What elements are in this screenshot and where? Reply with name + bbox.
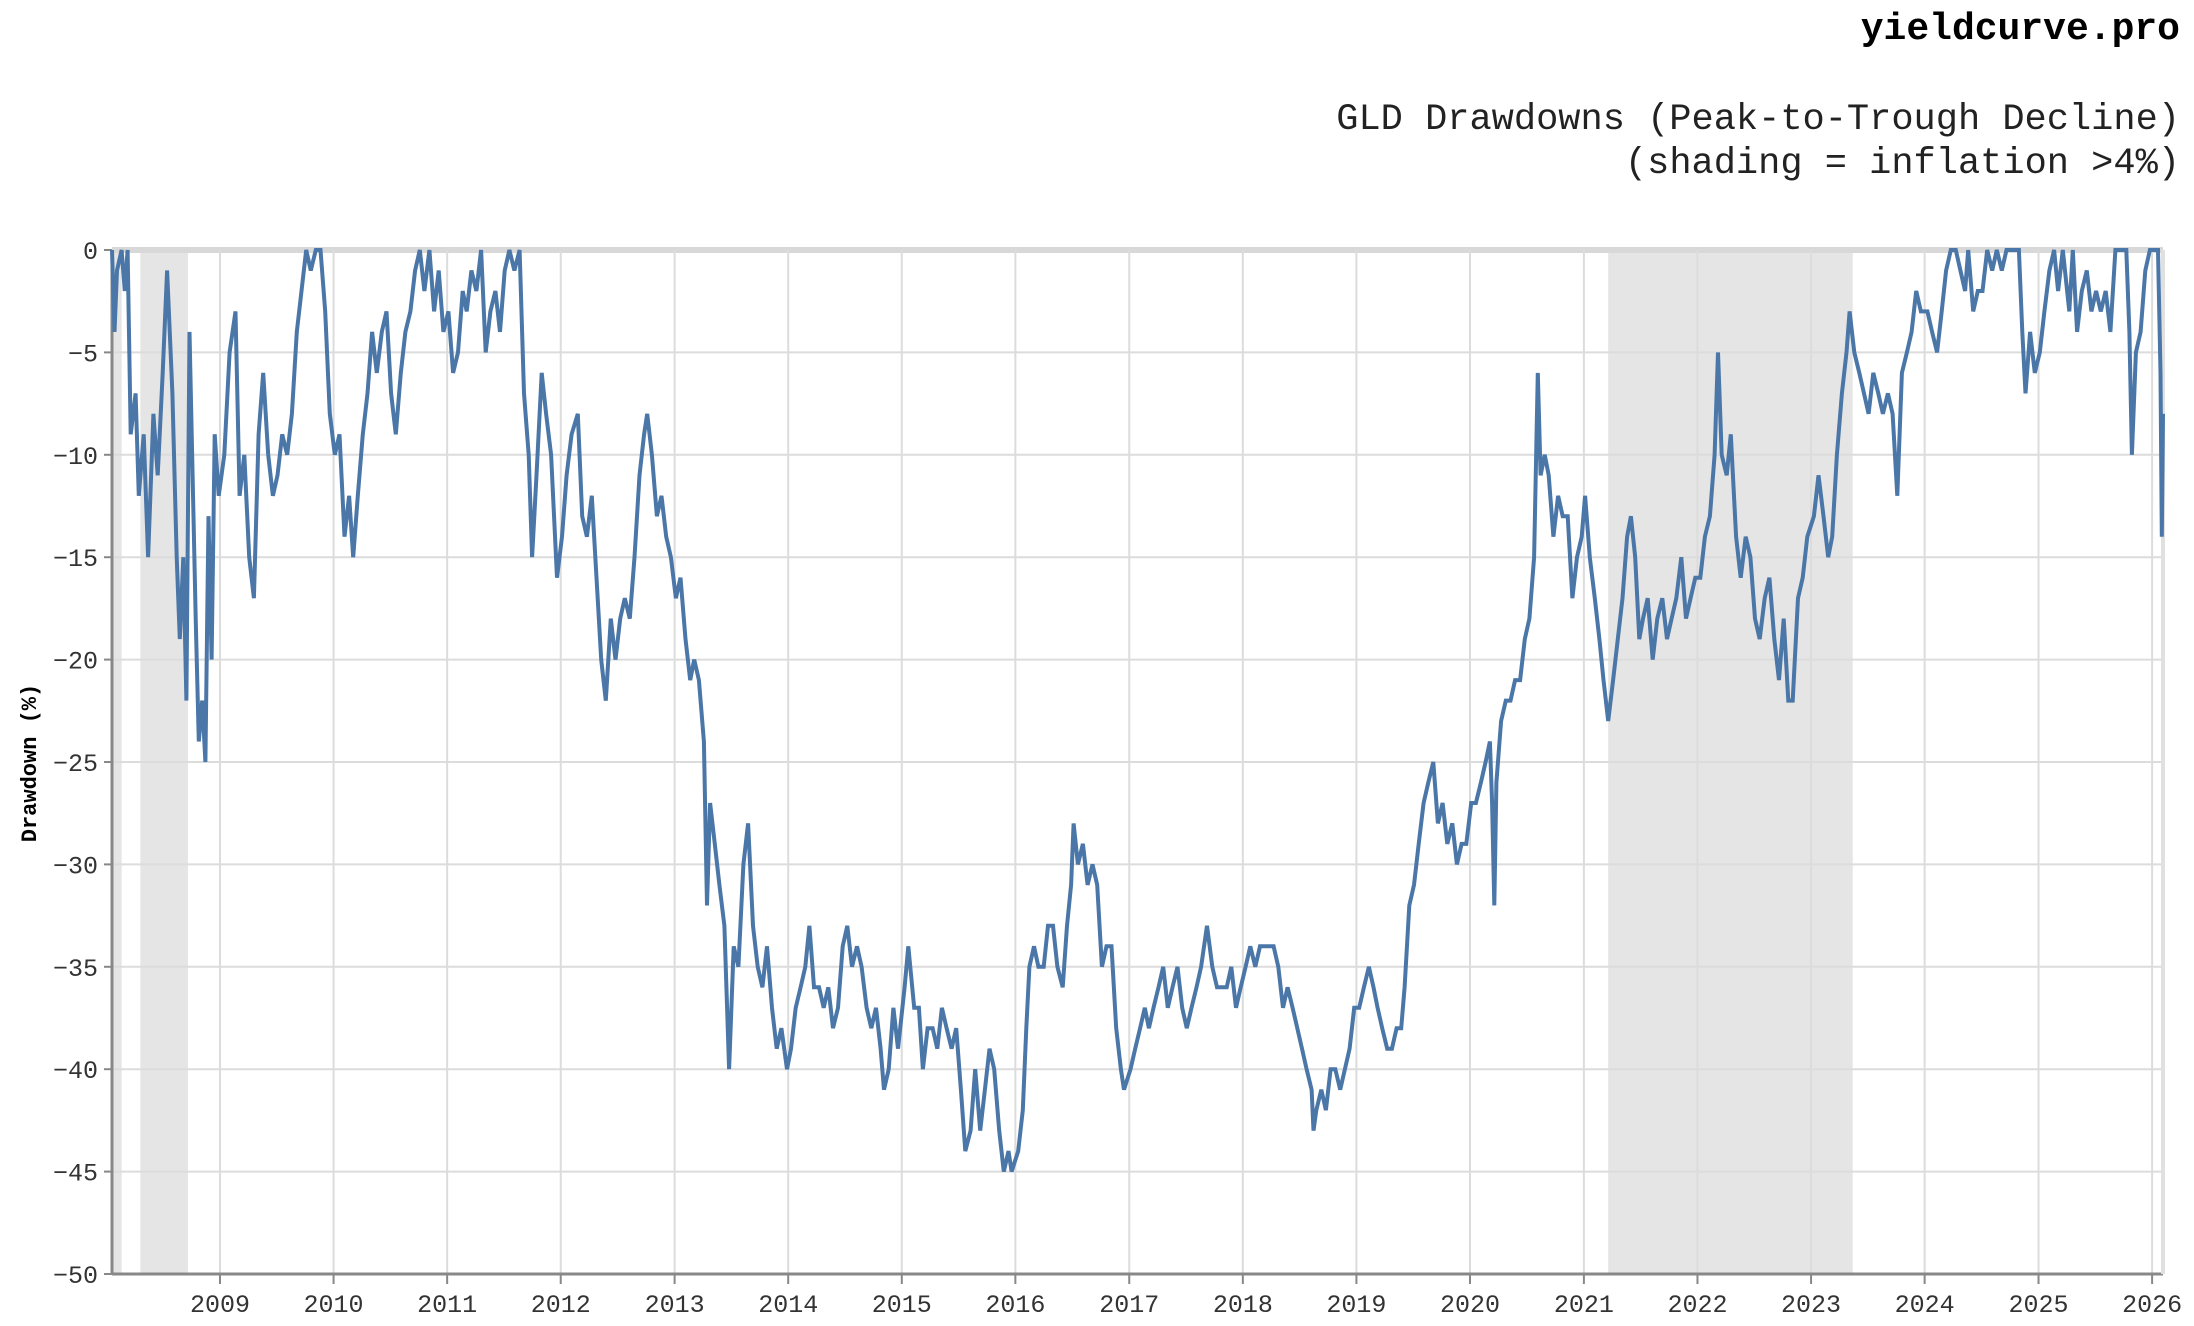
x-tick-label: 2021 (1554, 1291, 1614, 1320)
y-tick-label: −50 (53, 1262, 98, 1291)
x-tick-label: 2011 (417, 1291, 477, 1320)
x-tick-label: 2019 (1326, 1291, 1386, 1320)
chart-title-block: GLD Drawdowns (Peak-to-Trough Decline) (… (1336, 98, 2180, 186)
x-tick-label: 2009 (190, 1291, 250, 1320)
chart-title: GLD Drawdowns (Peak-to-Trough Decline) (1336, 99, 2180, 141)
x-tick-label: 2015 (872, 1291, 932, 1320)
drawdown-series-line (110, 248, 2165, 1173)
x-tick-label: 2026 (2122, 1291, 2182, 1320)
y-tick-label: −35 (53, 955, 98, 984)
chart-subtitle: (shading = inflation >4%) (1624, 143, 2180, 185)
y-tick-label: −5 (68, 340, 98, 369)
x-tick-label: 2013 (645, 1291, 705, 1320)
x-tick-label: 2010 (304, 1291, 364, 1320)
y-tick-label: −40 (53, 1057, 98, 1086)
y-tick-label: −20 (53, 648, 98, 677)
y-tick-label: −15 (53, 545, 98, 574)
x-tick-label: 2017 (1099, 1291, 1159, 1320)
axes: 0 −5 −10 −15 −20 −25 −30 −35 −40 −45 −50 2009 2010 20… (53, 238, 2182, 1320)
x-tick-label: 2018 (1213, 1291, 1273, 1320)
y-tick-label: −25 (53, 750, 98, 779)
x-tick-label: 2023 (1781, 1291, 1841, 1320)
y-axis-label: Drawdown (%) (18, 684, 43, 842)
x-tick-label: 2016 (985, 1291, 1045, 1320)
x-tick-label: 2024 (1895, 1291, 1955, 1320)
y-tick-label: 0 (83, 238, 98, 267)
brand-logo: yieldcurve.pro (1860, 8, 2180, 51)
x-tick-label: 2025 (2009, 1291, 2069, 1320)
y-tick-label: −10 (53, 443, 98, 472)
x-tick-label: 2020 (1440, 1291, 1500, 1320)
x-tick-label: 2022 (1667, 1291, 1727, 1320)
x-tick-label: 2012 (531, 1291, 591, 1320)
grid-lines (112, 247, 2163, 1275)
x-tick-label: 2014 (758, 1291, 818, 1320)
y-tick-label: −45 (53, 1160, 98, 1189)
series-line-group (110, 248, 2165, 1173)
y-tick-label: −30 (53, 852, 98, 881)
